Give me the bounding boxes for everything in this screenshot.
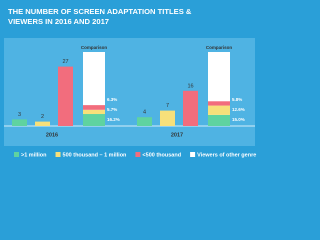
bar: [160, 110, 175, 126]
comparison-segment: [83, 109, 105, 115]
x-tick-label: 2016: [46, 132, 58, 138]
comparison-segment: [208, 101, 230, 106]
legend-swatch: [190, 152, 196, 157]
comparison-segment: [83, 114, 105, 126]
comparison-value-label: 12.6%: [232, 107, 245, 112]
value-label: 7: [166, 103, 169, 109]
legend-label: <500 thousand: [142, 152, 181, 158]
legend-swatch: [135, 152, 141, 157]
chart: THE NUMBER OF SCREEN ADAPTATION TITLES &…: [4, 7, 256, 158]
comparison-value-label: 16.2%: [107, 117, 120, 122]
comparison-label: Comparison: [206, 45, 233, 50]
comparison-value-label: 6.3%: [107, 97, 117, 102]
value-label: 3: [18, 112, 21, 118]
legend-swatch: [14, 152, 19, 157]
x-tick-label: 2017: [171, 132, 183, 138]
bar: [183, 90, 198, 126]
value-label: 16: [187, 83, 193, 89]
legend-label: Viewers of other genre: [197, 152, 256, 158]
comparison-value-label: 5.7%: [107, 107, 117, 112]
comparison-segment: [208, 105, 230, 115]
legend-label: 500 thousand – 1 million: [63, 152, 128, 158]
legend-swatch: [55, 152, 61, 157]
bar: [58, 66, 73, 126]
value-label: 27: [62, 59, 68, 65]
comparison-segment: [83, 105, 105, 110]
comparison-label: Comparison: [81, 45, 108, 50]
legend-label: >1 million: [21, 152, 47, 158]
bar: [137, 117, 152, 126]
comparison-value-label: 15.0%: [232, 117, 245, 122]
comparison-segment: [208, 114, 230, 126]
bar: [12, 119, 27, 126]
bar: [35, 121, 50, 126]
chart-title: THE NUMBER OF SCREEN ADAPTATION TITLES &…: [8, 7, 192, 26]
comparison-value-label: 5.8%: [232, 97, 242, 102]
value-label: 4: [143, 110, 146, 116]
value-label: 2: [41, 114, 44, 120]
